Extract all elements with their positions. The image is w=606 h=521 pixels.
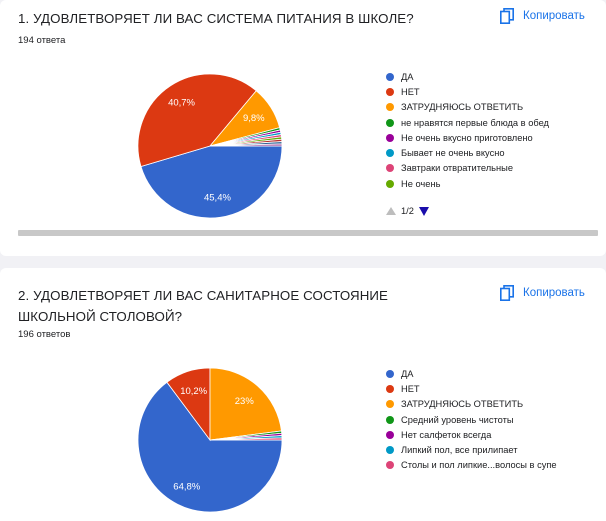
legend-swatch xyxy=(386,400,394,409)
pie-chart: 64,8% 10,2% 23% xyxy=(137,367,283,513)
legend-swatch xyxy=(386,461,394,470)
legend-label: Не очень xyxy=(401,178,441,189)
copy-icon xyxy=(500,8,514,24)
pie-slice[interactable] xyxy=(209,143,283,147)
pager-label: 1/2 xyxy=(401,206,414,216)
legend-swatch xyxy=(386,164,394,173)
copy-label: Копировать xyxy=(523,287,585,299)
copy-icon xyxy=(500,285,514,301)
legend-item: НЕТ xyxy=(386,84,549,99)
copy-button[interactable]: Копировать xyxy=(500,8,585,24)
legend-label: не нравятся первые блюда в обед xyxy=(401,117,549,128)
legend-pager: 1/2 xyxy=(386,206,429,216)
legend-item: НЕТ xyxy=(386,381,557,396)
slice-label: 9,8% xyxy=(243,113,265,124)
legend-item: Нет салфеток всегда xyxy=(386,427,557,442)
legend: ДА НЕТ ЗАТРУДНЯЮСЬ ОТВЕТИТЬ Средний уровень… xyxy=(386,366,557,473)
legend-label: Средний уровень чистоты xyxy=(401,414,514,425)
slice-label: 40,7% xyxy=(168,98,195,109)
legend-label: ДА xyxy=(401,368,414,379)
legend-label: Столы и пол липкие...волосы в супе xyxy=(401,460,557,471)
slice-label: 10,2% xyxy=(180,386,207,397)
question-title: 1. УДОВЛЕТВОРЯЕТ ЛИ ВАС СИСТЕМА ПИТАНИЯ … xyxy=(18,11,414,26)
legend-swatch xyxy=(386,179,394,188)
pie-slice[interactable] xyxy=(209,367,282,441)
slice-label: 64,8% xyxy=(173,481,200,492)
legend-item: ДА xyxy=(386,366,557,381)
response-count: 196 ответов xyxy=(18,329,71,340)
pie-chart: 45,4% 40,7% 9,8% xyxy=(137,73,283,219)
legend-label: Не очень вкусно приготовлено xyxy=(401,132,533,143)
copy-button[interactable]: Копировать xyxy=(500,285,585,301)
legend-item: Завтраки отвратительные xyxy=(386,161,549,176)
legend-swatch xyxy=(386,87,394,96)
legend-item: ДА xyxy=(386,69,549,84)
legend-label: Нет салфеток всегда xyxy=(401,429,492,440)
legend-item: Столы и пол липкие...волосы в супе xyxy=(386,458,557,473)
pie-slice[interactable] xyxy=(140,145,283,219)
legend-swatch xyxy=(386,118,394,127)
copy-label: Копировать xyxy=(523,10,585,22)
legend-item: ЗАТРУДНЯЮСЬ ОТВЕТИТЬ xyxy=(386,100,549,115)
legend-swatch xyxy=(386,149,394,158)
question-card-1: 1. УДОВЛЕТВОРЯЕТ ЛИ ВАС СИСТЕМА ПИТАНИЯ … xyxy=(0,0,606,256)
horizontal-scrollbar[interactable] xyxy=(18,230,598,236)
legend-swatch xyxy=(386,384,394,393)
legend-swatch xyxy=(386,446,394,455)
legend-item: Средний уровень чистоты xyxy=(386,412,557,427)
legend-item: Бывает не очень вкусно xyxy=(386,145,549,160)
legend-swatch xyxy=(386,103,394,112)
legend-swatch xyxy=(386,415,394,424)
legend-item: Липкий пол, все прилипает xyxy=(386,442,557,457)
legend-label: Липкий пол, все прилипает xyxy=(401,445,518,456)
legend-item: ЗАТРУДНЯЮСЬ ОТВЕТИТЬ xyxy=(386,397,557,412)
question-title: 2. УДОВЛЕТВОРЯЕТ ЛИ ВАС САНИТАРНОЕ СОСТО… xyxy=(18,288,389,324)
legend-swatch xyxy=(386,133,394,142)
legend-swatch xyxy=(386,369,394,378)
response-count: 194 ответа xyxy=(18,35,66,46)
slice-label: 45,4% xyxy=(204,192,231,203)
legend-swatch xyxy=(386,430,394,439)
pie-slice[interactable] xyxy=(137,73,257,168)
legend-label: ЗАТРУДНЯЮСЬ ОТВЕТИТЬ xyxy=(401,102,524,113)
legend-item: Не очень вкусно приготовлено xyxy=(386,130,549,145)
legend-swatch xyxy=(386,72,394,81)
pie-slice[interactable] xyxy=(137,381,283,513)
slice-label: 23% xyxy=(235,396,255,407)
pager-prev-icon[interactable] xyxy=(386,207,396,215)
legend: ДА НЕТ ЗАТРУДНЯЮСЬ ОТВЕТИТЬ не нравятся пер… xyxy=(386,69,549,191)
legend-item: не нравятся первые блюда в обед xyxy=(386,115,549,130)
pie-slice[interactable] xyxy=(209,437,283,441)
legend-label: НЕТ xyxy=(401,86,420,97)
pager-next-icon[interactable] xyxy=(418,206,429,216)
question-card-2: 2. УДОВЛЕТВОРЯЕТ ЛИ ВАС САНИТАРНОЕ СОСТО… xyxy=(0,268,606,521)
legend-label: ДА xyxy=(401,71,414,82)
legend-label: НЕТ xyxy=(401,383,420,394)
legend-label: ЗАТРУДНЯЮСЬ ОТВЕТИТЬ xyxy=(401,399,524,410)
legend-item: Не очень xyxy=(386,176,549,191)
legend-label: Бывает не очень вкусно xyxy=(401,148,505,159)
legend-label: Завтраки отвратительные xyxy=(401,163,513,174)
